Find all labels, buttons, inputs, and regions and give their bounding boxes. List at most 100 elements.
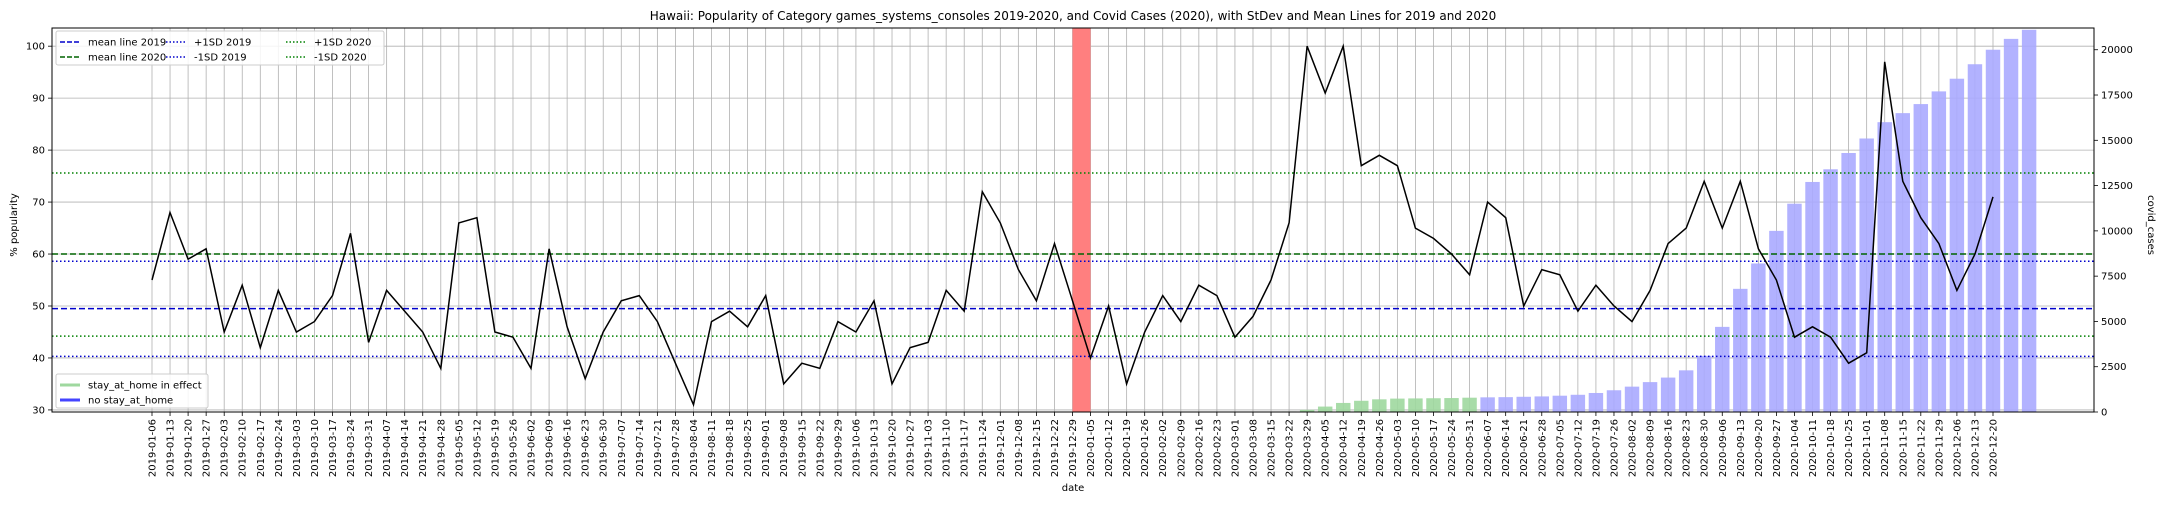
x-tick-label: 2019-06-02	[527, 419, 538, 477]
covid-bar	[1480, 397, 1495, 412]
x-tick-label: 2020-03-29	[1303, 419, 1314, 477]
x-tick-label: 2019-10-13	[869, 419, 880, 477]
x-tick-label: 2019-04-07	[382, 419, 393, 477]
x-tick-label: 2020-10-18	[1826, 419, 1837, 477]
covid-bar	[1751, 263, 1766, 412]
covid-bar	[1733, 288, 1748, 412]
x-tick-label: 2020-07-05	[1555, 419, 1566, 477]
x-tick-label: 2019-05-12	[472, 419, 483, 477]
covid-bar	[1805, 181, 1820, 412]
x-tick-label: 2020-11-01	[1862, 419, 1873, 477]
x-tick-label: 2019-12-29	[1068, 419, 1079, 477]
covid-bar	[1931, 91, 1947, 412]
x-tick-label: 2019-03-10	[310, 419, 321, 477]
x-tick-label: 2020-09-06	[1718, 419, 1729, 477]
covid-bar	[1408, 398, 1423, 412]
x-tick-label: 2020-02-02	[1158, 419, 1169, 477]
covid-bar	[1462, 397, 1477, 412]
x-tick-label: 2019-12-01	[996, 419, 1007, 477]
highlight-band	[1072, 28, 1091, 412]
chart-title: Hawaii: Popularity of Category games_sys…	[650, 9, 1497, 23]
x-tick-label: 2019-02-10	[238, 419, 249, 477]
x-tick-label: 2019-07-07	[617, 419, 628, 477]
covid-bar	[1588, 392, 1604, 412]
x-tick-label: 2019-03-24	[346, 419, 357, 477]
x-tick-label: 2019-11-10	[942, 419, 953, 477]
covid-bar	[1336, 402, 1351, 412]
x-tick-label: 2019-09-22	[815, 419, 826, 477]
x-tick-label: 2020-08-23	[1682, 419, 1693, 477]
legend-bottom-box	[55, 373, 209, 409]
legend-layer: mean line 2019 mean line 2020 +1SD 2019 -1S…	[55, 30, 385, 409]
covid-bar	[1877, 122, 1892, 412]
x-tick-label: 2020-05-10	[1411, 419, 1422, 477]
x-tick-label: 2019-02-17	[256, 419, 267, 477]
x-tick-label: 2020-09-20	[1754, 419, 1765, 477]
x-tick-label: 2020-03-15	[1267, 419, 1278, 477]
x-tick-label: 2020-12-20	[1989, 419, 2000, 477]
plot-frame	[51, 27, 2095, 413]
x-tick-label: 2020-10-11	[1808, 419, 1819, 477]
covid-bar	[1895, 113, 1910, 412]
covid-bar	[1354, 400, 1369, 412]
legend-top-box	[55, 30, 385, 66]
x-tick-label: 2019-06-30	[599, 419, 610, 477]
x-tick-label: 2019-08-18	[725, 419, 736, 477]
y2-tick-label: 7500	[2101, 272, 2126, 283]
legend-label: -1SD 2019	[194, 53, 247, 64]
y-tick-label: 40	[32, 353, 45, 364]
x-tick-label: 2020-09-27	[1772, 419, 1783, 477]
y2-tick-label: 12500	[2101, 181, 2133, 192]
legend-label: stay_at_home in effect	[88, 381, 202, 392]
x-tick-label: 2020-01-05	[1086, 419, 1097, 477]
bar-layer	[1072, 28, 2037, 413]
covid-bar	[1642, 382, 1658, 412]
covid-bar	[1444, 398, 1459, 412]
x-tick-label: 2020-10-04	[1790, 419, 1801, 477]
covid-bar	[1552, 395, 1568, 412]
x-tick-label: 2020-04-19	[1357, 419, 1368, 477]
x-tick-label: 2019-12-22	[1050, 419, 1061, 477]
covid-bar	[1390, 398, 1405, 412]
y-tick-label: 60	[32, 250, 45, 261]
y2-tick-label: 5000	[2101, 317, 2126, 328]
x-tick-label: 2019-06-16	[563, 419, 574, 477]
covid-bar	[1823, 169, 1838, 412]
x-tick-label: 2020-05-31	[1465, 419, 1476, 477]
legend-label: mean line 2020	[88, 53, 166, 64]
covid-bar	[2021, 29, 2037, 413]
x-tick-label: 2019-09-29	[833, 419, 844, 477]
x-tick-label: 2020-02-16	[1194, 419, 1205, 477]
x-tick-label: 2020-05-17	[1429, 419, 1440, 477]
x-tick-label: 2019-07-21	[653, 419, 664, 477]
x-tick-label: 2019-10-20	[888, 419, 899, 477]
covid-bar	[1570, 394, 1586, 412]
covid-bar	[1534, 396, 1549, 412]
y-tick-label: 80	[32, 146, 45, 157]
covid-bar	[1841, 152, 1856, 412]
x-tick-label: 2019-06-23	[581, 419, 592, 477]
x-axis-label: date	[1062, 483, 1085, 494]
y-tick-label: 50	[32, 301, 45, 312]
x-tick-label: 2020-11-08	[1880, 419, 1891, 477]
y-tick-label: 30	[32, 405, 45, 416]
covid-bar	[2003, 38, 2019, 413]
x-tick-label: 2019-08-04	[689, 419, 700, 477]
x-tick-label: 2020-08-09	[1646, 419, 1657, 477]
x-tick-label: 2019-03-03	[292, 419, 303, 477]
x-tick-label: 2019-05-26	[508, 419, 519, 477]
x-tick-label: 2020-01-26	[1140, 419, 1151, 477]
x-tick-label: 2020-03-22	[1285, 419, 1296, 477]
y-tick-label: 90	[32, 94, 45, 105]
x-tick-label: 2020-05-03	[1393, 419, 1404, 477]
x-tick-label: 2019-03-17	[328, 419, 339, 477]
x-tick-label: 2019-11-03	[924, 419, 935, 477]
covid-bar	[1498, 397, 1513, 412]
y-axis-label: % popularity	[9, 193, 20, 257]
legend-label: no stay_at_home	[88, 396, 173, 407]
covid-bar	[1317, 406, 1333, 412]
covid-bar	[1660, 377, 1676, 412]
x-tick-label: 2020-02-23	[1212, 419, 1223, 477]
axes-layer: 2019-01-06 2019-01-13 2019-01-20 2019-01-27…	[26, 27, 2133, 477]
